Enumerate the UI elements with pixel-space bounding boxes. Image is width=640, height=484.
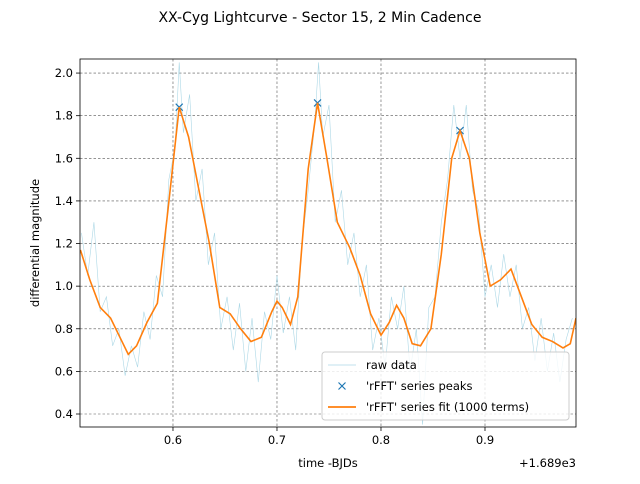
series-line xyxy=(80,102,576,356)
x-axis-label: time -BJDs xyxy=(298,456,358,470)
y-tick-label: 2.0 xyxy=(55,66,73,80)
y-tick-label: 1.6 xyxy=(55,151,73,165)
legend-label: 'rFFT' series fit (1000 terms) xyxy=(366,400,529,414)
y-tick-label: 1.2 xyxy=(55,237,73,251)
x-offset-label: +1.689e3 xyxy=(519,456,576,470)
legend-label: 'rFFT' series peaks xyxy=(366,379,473,393)
plot-area xyxy=(80,62,576,425)
legend-marker xyxy=(338,382,346,390)
y-tick-label: 1.8 xyxy=(55,109,73,123)
y-axis-label: differential magnitude xyxy=(28,179,42,307)
x-tick-label: 0.9 xyxy=(476,433,494,447)
x-tick-label: 0.7 xyxy=(268,433,286,447)
y-tick-label: 0.8 xyxy=(55,322,73,336)
legend-label: raw data xyxy=(366,358,417,372)
y-tick-label: 1.0 xyxy=(55,279,73,293)
chart-title: XX-Cyg Lightcurve - Sector 15, 2 Min Cad… xyxy=(159,10,482,26)
y-tick-label: 0.4 xyxy=(55,407,73,421)
axes-frame xyxy=(79,58,577,428)
legend-box xyxy=(321,351,570,421)
x-tick-label: 0.6 xyxy=(164,433,182,447)
x-tick-label: 0.8 xyxy=(372,433,390,447)
y-tick-label: 0.6 xyxy=(55,364,73,378)
y-tick-label: 1.4 xyxy=(55,194,73,208)
